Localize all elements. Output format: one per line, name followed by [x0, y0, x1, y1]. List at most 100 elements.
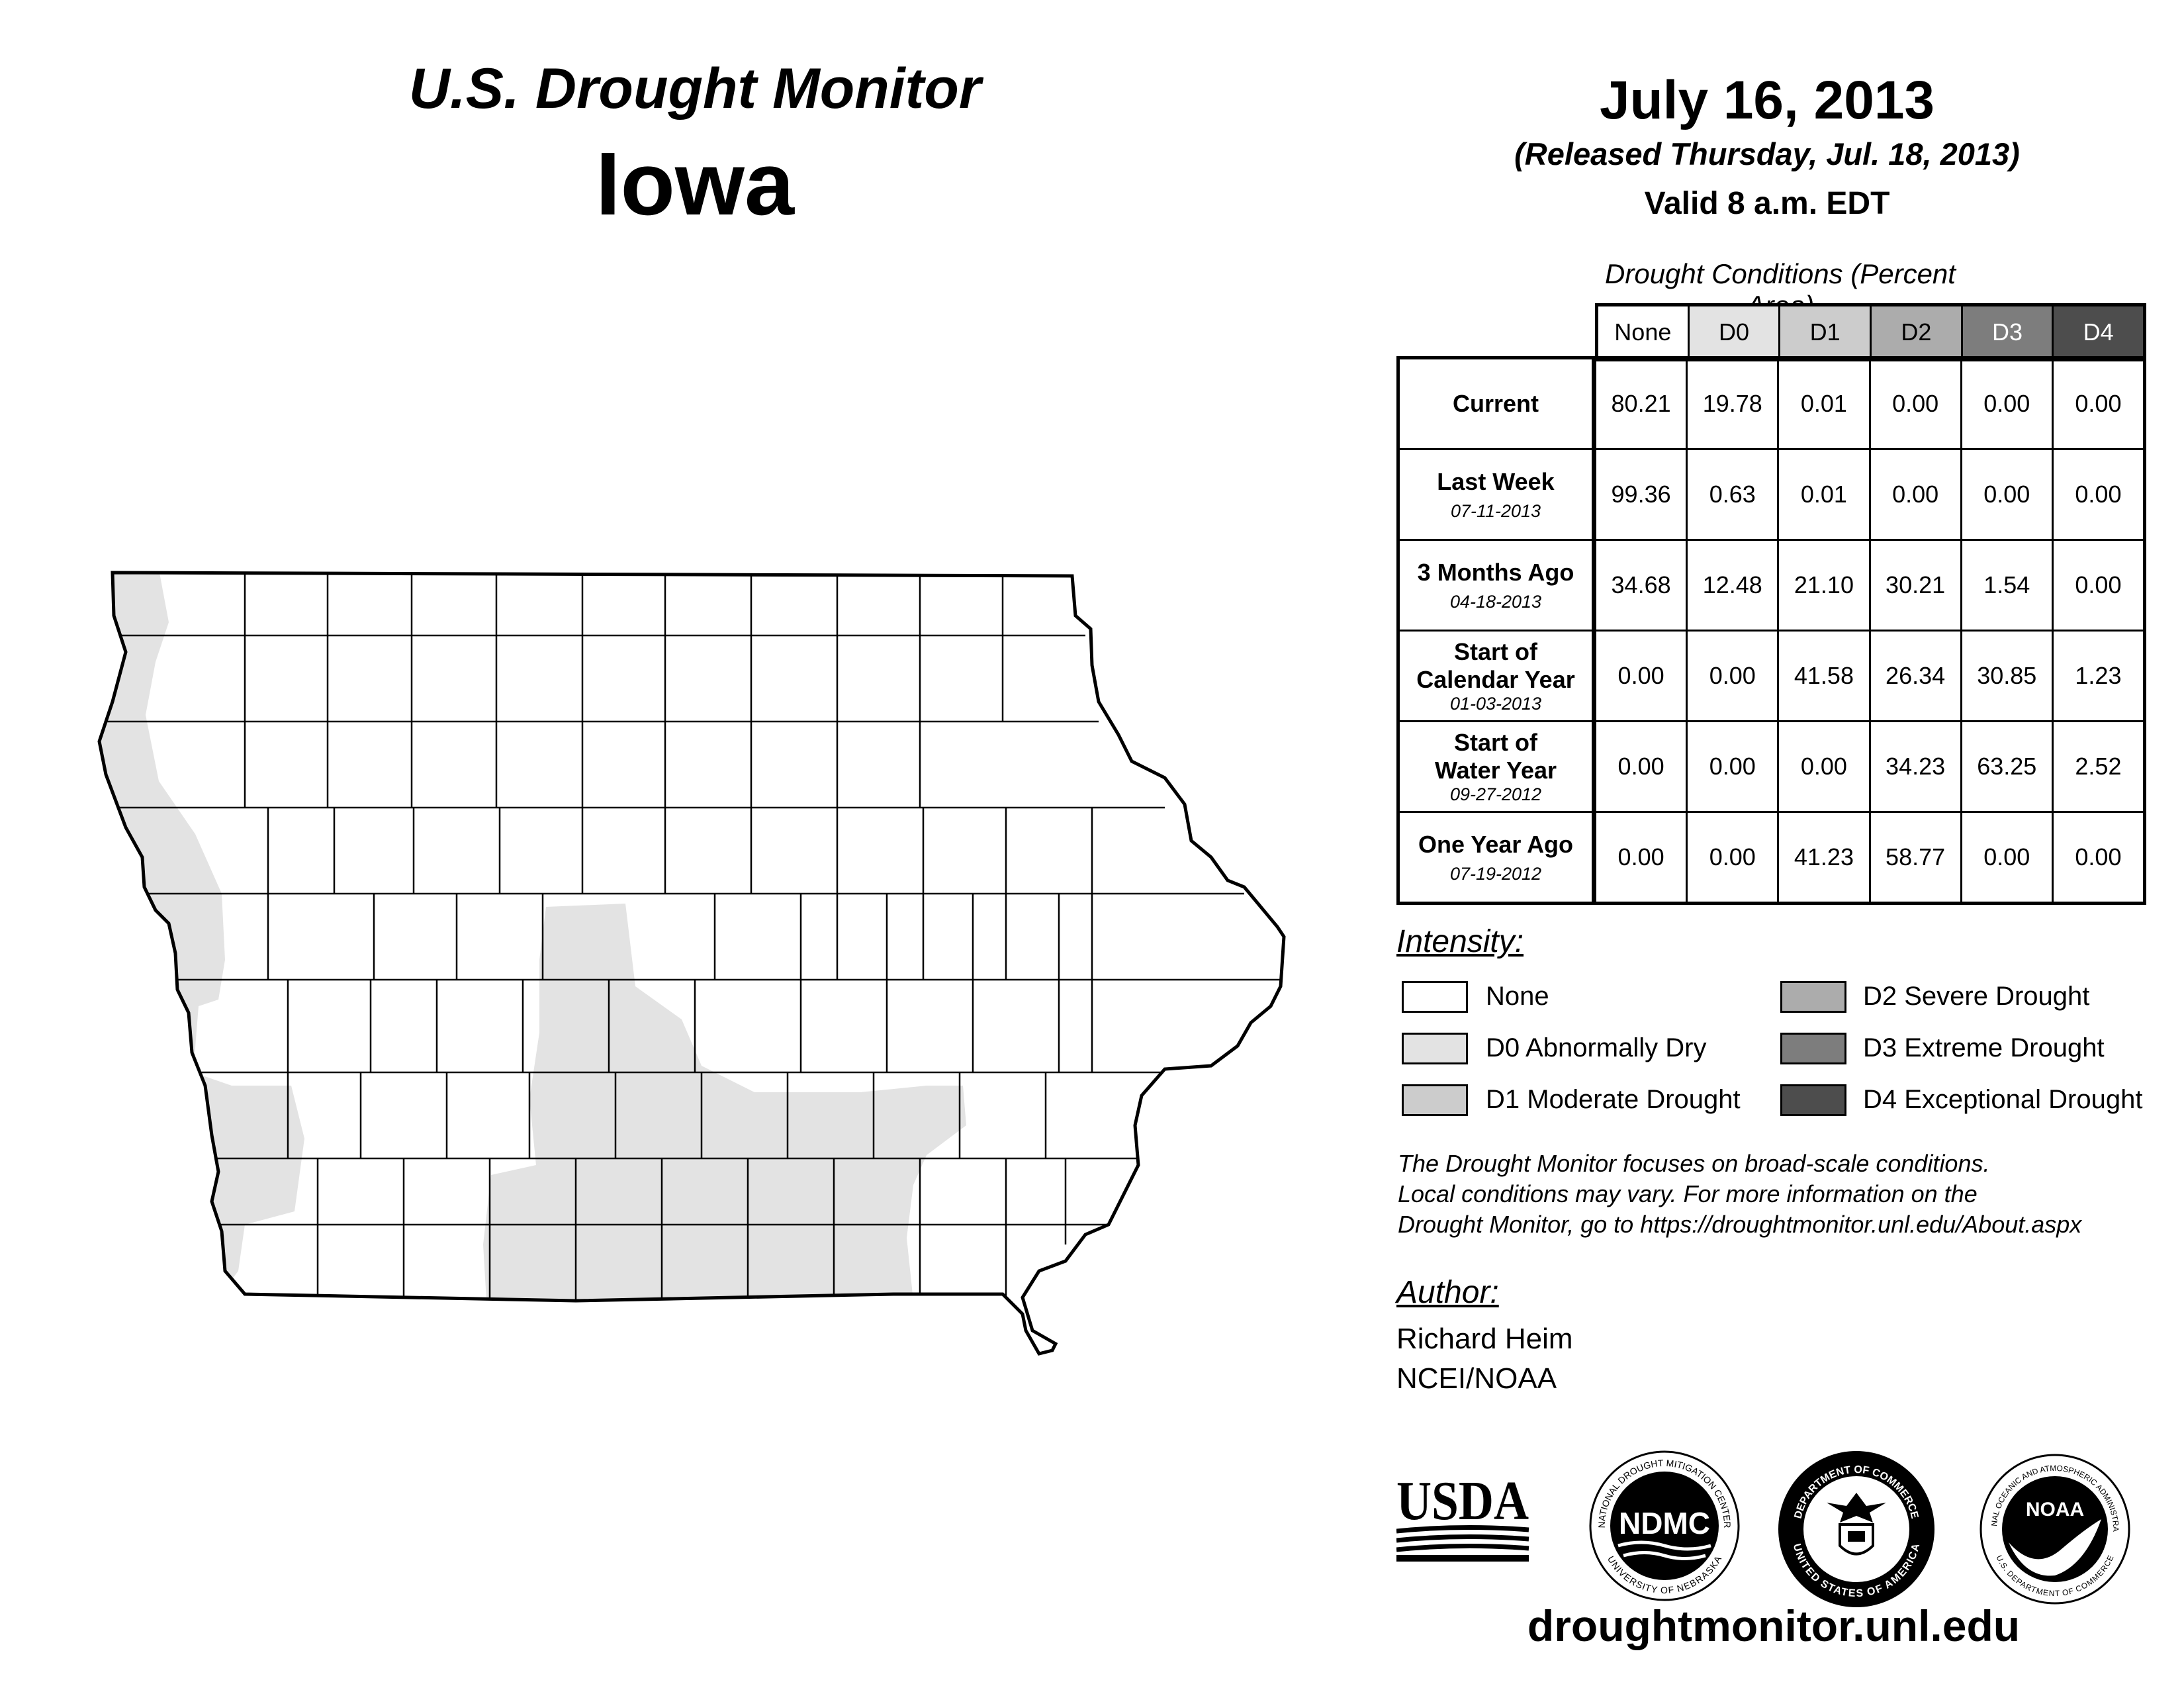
author-title: Author: — [1396, 1275, 1499, 1310]
cell-d1: 0.01 — [1777, 359, 1868, 448]
row-date: 07-11-2013 — [1450, 500, 1541, 521]
ndmc-text: NDMC — [1619, 1506, 1710, 1540]
note-line-2: Local conditions may vary. For more info… — [1398, 1180, 1978, 1207]
cell-d1: 21.10 — [1777, 541, 1868, 630]
cell-none: 80.21 — [1594, 359, 1686, 448]
row-name: Current — [1452, 390, 1539, 417]
col-header-d4: D4 — [2052, 306, 2144, 358]
legend-label-d0: D0 Abnormally Dry — [1486, 1033, 1707, 1062]
author-org: NCEI/NOAA — [1396, 1362, 1557, 1395]
table-caption: Drought Conditions (Percent Area) — [1605, 258, 1956, 321]
map-title: Iowa — [595, 134, 795, 234]
legend-title: Intensity: — [1396, 924, 1524, 959]
note-line-1: The Drought Monitor focuses on broad-sca… — [1398, 1150, 1990, 1177]
cell-none: 99.36 — [1594, 450, 1686, 539]
noaa-logo: NATIONAL OCEANIC AND ATMOSPHERIC ADMINIS… — [1976, 1450, 2130, 1605]
cell-d2: 0.00 — [1868, 359, 1960, 448]
row-name: Last Week — [1437, 467, 1555, 495]
table-row-start-calendar-year: Start of Calendar Year 01-03-2013 0.00 0… — [1400, 630, 2143, 720]
cell-none: 34.68 — [1594, 541, 1686, 630]
row-label: Last Week 07-11-2013 — [1400, 450, 1594, 539]
cell-d4: 0.00 — [2051, 450, 2143, 539]
note-line-3: Drought Monitor, go to https://droughtmo… — [1398, 1211, 2082, 1238]
website-url[interactable]: droughtmonitor.unl.edu — [1527, 1601, 2021, 1650]
legend-swatch-none — [1402, 981, 1468, 1013]
cell-none: 0.00 — [1594, 813, 1686, 902]
cell-d1: 41.23 — [1777, 813, 1868, 902]
legend-label-d1: D1 Moderate Drought — [1486, 1085, 1741, 1114]
cell-d0: 12.48 — [1686, 541, 1777, 630]
legend-label-d4: D4 Exceptional Drought — [1863, 1085, 2143, 1114]
cell-d0: 19.78 — [1686, 359, 1777, 448]
legend-swatch-d3 — [1780, 1033, 1846, 1064]
cell-d1: 41.58 — [1777, 632, 1868, 720]
d0-area-south-central — [483, 904, 966, 1301]
col-header-none: None — [1598, 306, 1688, 358]
cell-d1: 0.01 — [1777, 450, 1868, 539]
cell-d0: 0.63 — [1686, 450, 1777, 539]
usda-logo: USDA — [1396, 1470, 1529, 1562]
cell-none: 0.00 — [1594, 722, 1686, 811]
table-row-one-year-ago: One Year Ago 07-19-2012 0.00 0.00 41.23 … — [1400, 811, 2143, 902]
table-row-3-months-ago: 3 Months Ago 04-18-2013 34.68 12.48 21.1… — [1400, 539, 2143, 630]
row-label: Start of Water Year 09-27-2012 — [1400, 722, 1594, 811]
col-header-d2: D2 — [1870, 306, 1961, 358]
cell-d2: 34.23 — [1868, 722, 1960, 811]
row-name: One Year Ago — [1418, 830, 1574, 858]
cell-d0: 0.00 — [1686, 632, 1777, 720]
legend-swatch-d0 — [1402, 1033, 1468, 1064]
iowa-map — [97, 571, 1286, 1356]
cell-d2: 30.21 — [1868, 541, 1960, 630]
usda-text: USDA — [1396, 1470, 1529, 1532]
release-date: (Released Thursday, Jul. 18, 2013) — [1514, 136, 2020, 171]
cell-d0: 0.00 — [1686, 813, 1777, 902]
noaa-text: NOAA — [2026, 1499, 2084, 1521]
row-label: Start of Calendar Year 01-03-2013 — [1400, 632, 1594, 720]
legend-label-d3: D3 Extreme Drought — [1863, 1033, 2105, 1062]
cell-d2: 58.77 — [1868, 813, 1960, 902]
cell-d4: 1.23 — [2051, 632, 2143, 720]
legend-swatch-d1 — [1402, 1084, 1468, 1116]
col-header-d3: D3 — [1960, 306, 2052, 358]
row-date: 07-19-2012 — [1449, 863, 1542, 884]
table-row-start-water-year: Start of Water Year 09-27-2012 0.00 0.00… — [1400, 720, 2143, 811]
table-row-last-week: Last Week 07-11-2013 99.36 0.63 0.01 0.0… — [1400, 448, 2143, 539]
cell-d3: 0.00 — [1960, 359, 2052, 448]
cell-d3: 0.00 — [1960, 813, 2052, 902]
cell-d2: 0.00 — [1868, 450, 1960, 539]
cell-d3: 30.85 — [1960, 632, 2052, 720]
map-subtitle: U.S. Drought Monitor — [408, 57, 981, 120]
cell-d3: 0.00 — [1960, 450, 2052, 539]
author-name: Richard Heim — [1396, 1323, 1573, 1355]
noaa-bird-icon — [2009, 1519, 2101, 1576]
row-name: 3 Months Ago — [1417, 558, 1574, 586]
col-header-d0: D0 — [1687, 306, 1779, 358]
cell-d3: 63.25 — [1960, 722, 2052, 811]
disclaimer-note: The Drought Monitor focuses on broad-sca… — [1398, 1149, 2159, 1240]
eagle-icon — [1827, 1493, 1886, 1523]
row-name-line1: Start of — [1454, 728, 1537, 756]
table-header-row: None D0 D1 D2 D3 D4 — [1595, 303, 2146, 361]
row-label: Current — [1400, 359, 1594, 448]
cell-d1: 0.00 — [1777, 722, 1868, 811]
legend-label-d2: D2 Severe Drought — [1863, 982, 2090, 1011]
table-row-current: Current 80.21 19.78 0.01 0.00 0.00 0.00 — [1400, 359, 2143, 448]
row-date: 04-18-2013 — [1449, 591, 1542, 612]
cell-d4: 0.00 — [2051, 541, 2143, 630]
valid-time: Valid 8 a.m. EDT — [1644, 186, 1890, 221]
row-date: 01-03-2013 — [1449, 693, 1542, 714]
ndmc-logo: NATIONAL DROUGHT MITIGATION CENTER UNIVE… — [1589, 1450, 1740, 1601]
cell-d4: 2.52 — [2051, 722, 2143, 811]
cell-d0: 0.00 — [1686, 722, 1777, 811]
cell-d4: 0.00 — [2051, 359, 2143, 448]
cell-d2: 26.34 — [1868, 632, 1960, 720]
map-date: July 16, 2013 — [1599, 70, 1935, 130]
legend-label-none: None — [1486, 982, 1549, 1011]
row-date: 09-27-2012 — [1449, 784, 1542, 804]
legend-swatch-d2 — [1780, 981, 1846, 1013]
row-name-line2: Water Year — [1434, 756, 1557, 784]
row-name-line1: Start of — [1454, 637, 1537, 665]
drought-table: Current 80.21 19.78 0.01 0.00 0.00 0.00 … — [1396, 356, 2146, 905]
row-name-line2: Calendar Year — [1416, 665, 1575, 693]
cell-d3: 1.54 — [1960, 541, 2052, 630]
